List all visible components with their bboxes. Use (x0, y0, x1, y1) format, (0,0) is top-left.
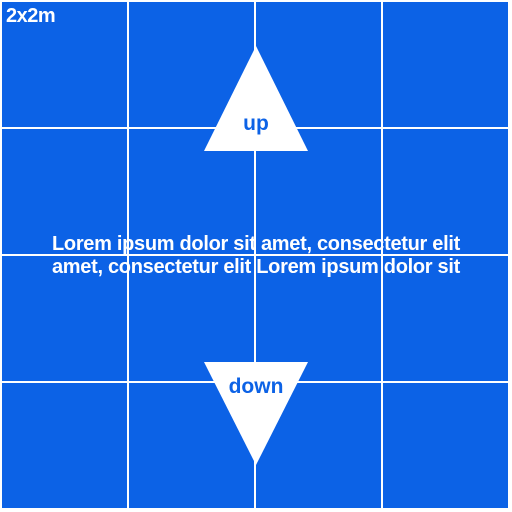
layout-badge: 2x2m (6, 5, 56, 27)
triangle-down-icon[interactable] (204, 362, 308, 466)
tile (2, 129, 127, 254)
tile (383, 383, 508, 508)
up-button-label[interactable]: up (243, 112, 269, 135)
triangle-up-icon[interactable] (204, 46, 308, 152)
tile (256, 256, 381, 381)
down-button-label[interactable]: down (228, 375, 284, 398)
content-line-2: amet, consectetur elit Lorem ipsum dolor… (51, 256, 460, 278)
tile (383, 129, 508, 254)
tile (2, 2, 127, 127)
tile (129, 256, 254, 381)
tile (383, 2, 508, 127)
tile (2, 383, 127, 508)
tile (383, 256, 508, 381)
tile (2, 256, 127, 381)
content-line-1: Lorem ipsum dolor sit amet, consectetur … (51, 233, 460, 255)
